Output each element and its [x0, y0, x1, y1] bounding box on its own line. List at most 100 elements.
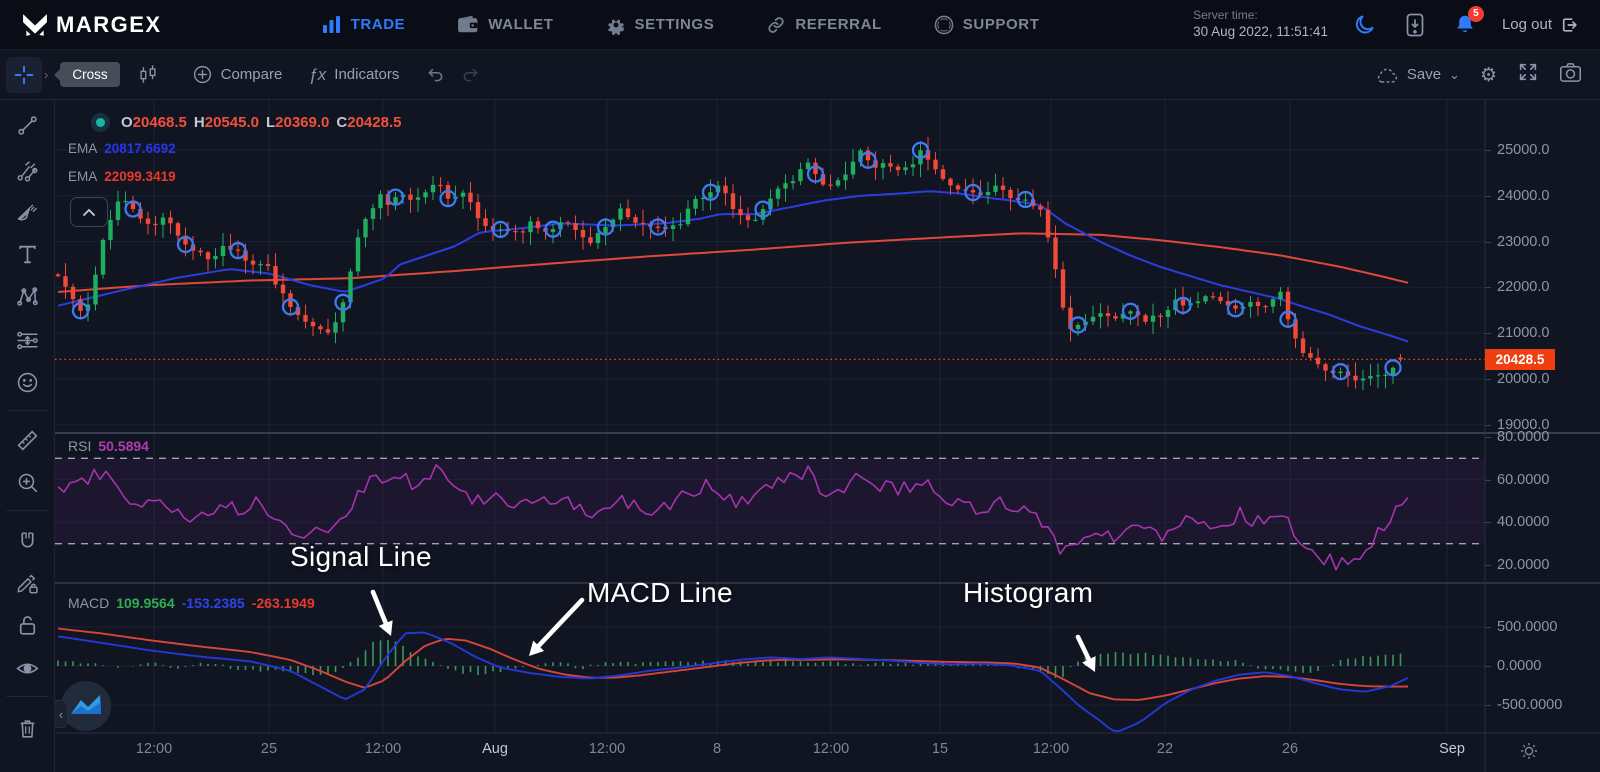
- time-axis-label[interactable]: 26: [1281, 741, 1299, 757]
- time-axis[interactable]: 12:00 25 12:00 Aug 12:00 8 12:00 15 12:00 22 26 Sep: [55, 733, 1600, 772]
- remove-drawings-tool[interactable]: [11, 712, 43, 744]
- time-axis-label[interactable]: 12:00: [364, 741, 402, 757]
- ema-fast-value: 20817.6692: [104, 141, 176, 156]
- time-axis-label[interactable]: 8: [712, 741, 722, 757]
- camera-icon: [1559, 62, 1581, 82]
- open-key: O: [121, 114, 133, 131]
- time-axis-label[interactable]: Aug: [482, 741, 508, 757]
- zoom-in-tool[interactable]: [11, 466, 43, 498]
- collapse-legend-button[interactable]: [70, 197, 108, 227]
- compare-button[interactable]: Compare: [192, 64, 283, 85]
- indicators-label: Indicators: [334, 66, 400, 83]
- xabcd-pattern-icon: [16, 286, 38, 306]
- macd-axis-label: 500.0000: [1497, 619, 1558, 635]
- logout-button[interactable]: Log out: [1502, 15, 1580, 35]
- emoji-tool[interactable]: [11, 366, 43, 398]
- sidebar-collapse-tab[interactable]: ‹: [55, 700, 68, 728]
- pitchfork-tool[interactable]: [11, 154, 43, 186]
- macd-legend[interactable]: MACD 109.9564 -153.2385 -263.1949: [68, 595, 315, 611]
- macd-line-annotation: MACD Line: [587, 577, 733, 608]
- mobile-app-button[interactable]: [1402, 12, 1428, 38]
- macd-hist-value: 109.9564: [116, 595, 175, 611]
- time-axis-label[interactable]: 22: [1156, 741, 1174, 757]
- rsi-axis-label: 20.0000: [1497, 556, 1550, 573]
- magnet-tool[interactable]: [11, 525, 43, 557]
- screenshot-button[interactable]: [1559, 62, 1582, 88]
- indicators-button[interactable]: ƒx Indicators: [308, 65, 399, 85]
- measure-tool[interactable]: [11, 424, 43, 456]
- pencil-lock-icon: [17, 574, 38, 593]
- time-axis-label[interactable]: 15: [931, 741, 949, 757]
- axis-tick: [1485, 522, 1491, 524]
- time-axis-label[interactable]: 12:00: [135, 741, 173, 757]
- rsi-legend[interactable]: RSI 50.5894: [68, 438, 149, 454]
- rsi-axis-label: 40.0000: [1497, 514, 1550, 531]
- nav-trade-label: TRADE: [350, 16, 406, 33]
- save-button[interactable]: Save ⌄: [1375, 66, 1460, 84]
- logout-label: Log out: [1501, 16, 1552, 33]
- notification-badge: 5: [1467, 5, 1484, 22]
- time-axis-label[interactable]: 12:00: [812, 741, 850, 757]
- redo-button[interactable]: [460, 64, 481, 85]
- open-value: 20468.5: [132, 114, 187, 131]
- drawing-lock-tool[interactable]: [11, 567, 43, 599]
- nav-settings[interactable]: SETTINGS: [606, 15, 715, 35]
- high-key: H: [193, 114, 205, 131]
- theme-toggle[interactable]: [1352, 12, 1378, 38]
- ema-slow-legend[interactable]: EMA 22099.3419: [68, 169, 176, 184]
- macd-line-value: -153.2385: [181, 595, 245, 611]
- nav-trade[interactable]: TRADE: [322, 15, 406, 34]
- lock-all-tool[interactable]: [11, 609, 43, 641]
- header-right: Server time: 30 Aug 2022, 11:51:41: [1193, 5, 1580, 41]
- life-ring-icon: [934, 15, 954, 34]
- trend-line-tool[interactable]: [11, 109, 43, 141]
- margex-logo[interactable]: MARGEX: [22, 12, 162, 38]
- axis-settings-button[interactable]: [1519, 741, 1539, 766]
- mobile-phone-icon: [1406, 13, 1424, 36]
- brush-tool[interactable]: [11, 196, 43, 228]
- tool-expand-arrow[interactable]: ›: [44, 67, 49, 82]
- chart-canvas[interactable]: [55, 100, 1600, 772]
- price-axis-label: 23000.0: [1497, 233, 1550, 250]
- ohlc-legend: O20468.5 H20545.0 L20369.0 C20428.5: [91, 113, 401, 132]
- time-axis-label[interactable]: Sep: [1439, 741, 1465, 757]
- top-nav: MARGEX TRADE WALLET: [0, 0, 1600, 50]
- chart-toolbar: › Cross Compare ƒx Indicators: [0, 50, 1600, 100]
- ema-fast-legend[interactable]: EMA 20817.6692: [68, 141, 176, 156]
- chart-style-button[interactable]: [130, 57, 166, 93]
- projection-tool[interactable]: [11, 324, 43, 356]
- redo-icon: [463, 68, 478, 82]
- toolbar-right: Save ⌄ ⚙: [1375, 61, 1582, 88]
- fullscreen-button[interactable]: [1517, 61, 1539, 88]
- sidebar-divider: [6, 410, 48, 411]
- close-value: 20428.5: [347, 114, 402, 131]
- candlestick-icon: [140, 64, 156, 83]
- price-axis-label: 24000.0: [1497, 187, 1550, 204]
- unlocked-padlock-icon: [19, 615, 35, 635]
- circle-plus-icon: [193, 65, 211, 84]
- cross-tooltip: Cross: [60, 62, 120, 87]
- axis-tick: [1485, 627, 1491, 628]
- nav-wallet[interactable]: WALLET: [457, 15, 553, 34]
- time-axis-label[interactable]: 25: [260, 741, 278, 757]
- chevron-up-icon: [83, 208, 95, 216]
- compare-label: Compare: [220, 66, 283, 83]
- chart-settings-button[interactable]: ⚙: [1479, 63, 1497, 86]
- eye-icon: [15, 663, 39, 673]
- time-axis-label[interactable]: 12:00: [588, 741, 626, 757]
- rsi-axis-label: 80.0000: [1497, 429, 1550, 445]
- price-axis[interactable]: 25000.0 24000.0 23000.0 22000.0 21000.0 20000…: [1485, 100, 1600, 733]
- axis-tick: [1485, 333, 1491, 335]
- symbol-dot-icon[interactable]: [91, 113, 110, 132]
- chart-area[interactable]: O20468.5 H20545.0 L20369.0 C20428.5 EMA …: [55, 100, 1600, 772]
- nav-support[interactable]: SUPPORT: [934, 15, 1040, 35]
- nav-referral[interactable]: REFERRAL: [766, 15, 881, 35]
- hide-drawings-tool[interactable]: [11, 652, 43, 684]
- crosshair-tool-button[interactable]: [6, 56, 42, 93]
- time-axis-label[interactable]: 12:00: [1032, 741, 1070, 757]
- notifications-button[interactable]: 5: [1452, 5, 1484, 38]
- gear-icon: [607, 19, 624, 35]
- pattern-tool[interactable]: [11, 280, 43, 312]
- text-tool[interactable]: [11, 238, 43, 270]
- undo-button[interactable]: [425, 64, 446, 85]
